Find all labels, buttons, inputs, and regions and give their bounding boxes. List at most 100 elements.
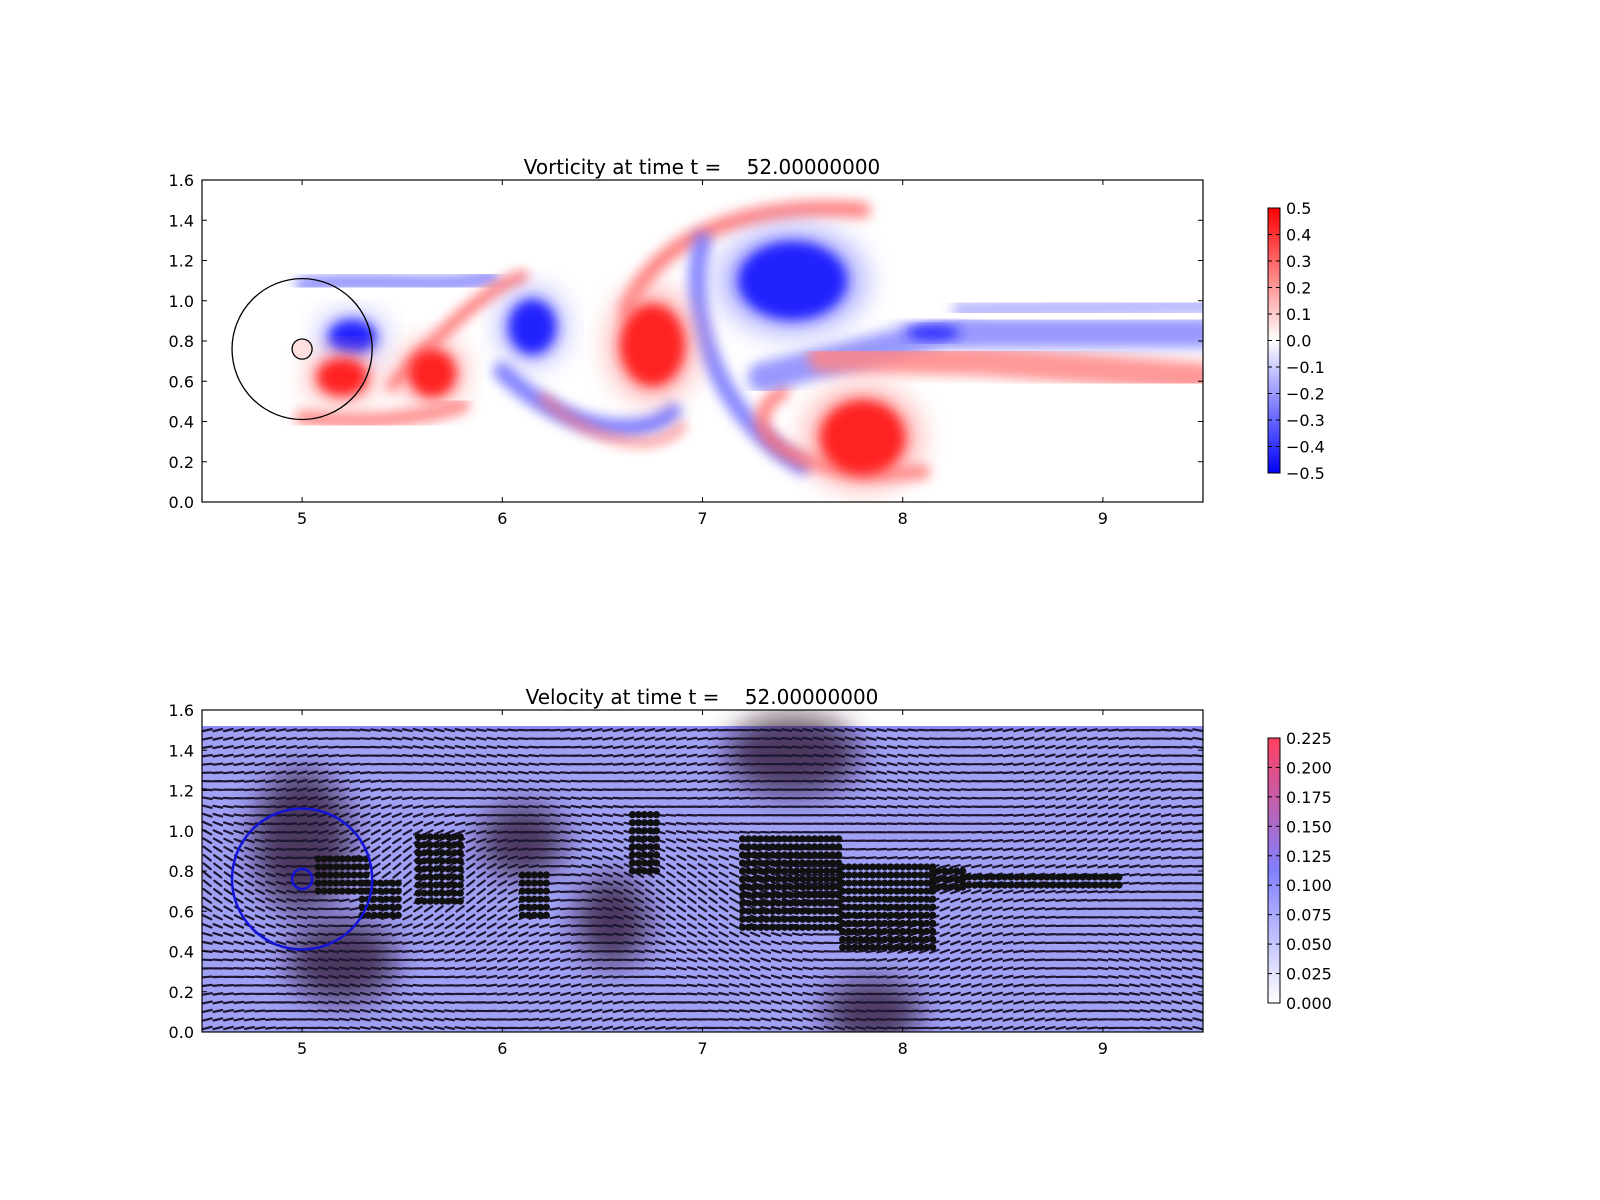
velocity-arrow bbox=[1171, 1008, 1183, 1014]
velocity-arrow bbox=[202, 788, 213, 792]
velocity-arrow bbox=[718, 745, 730, 749]
low-speed-dot bbox=[456, 833, 464, 841]
velocity-arrow bbox=[1065, 804, 1077, 810]
velocity-arrow bbox=[675, 745, 687, 750]
velocity-arrow bbox=[1002, 771, 1014, 775]
velocity-arrow bbox=[528, 940, 540, 946]
velocity-arrow bbox=[570, 957, 582, 962]
velocity-x-tick-label: 5 bbox=[297, 1039, 307, 1058]
low-speed-dot bbox=[869, 863, 877, 871]
low-speed-dot bbox=[420, 833, 428, 841]
velocity-arrow bbox=[633, 1000, 645, 1005]
velocity-arrow bbox=[718, 957, 729, 963]
velocity-arrow bbox=[1097, 924, 1109, 928]
velocity-arrow bbox=[1086, 744, 1098, 750]
velocity-arrow bbox=[528, 1009, 540, 1013]
velocity-arrow bbox=[496, 728, 508, 732]
velocity-arrow bbox=[254, 855, 266, 861]
low-speed-dot bbox=[811, 875, 819, 883]
velocity-arrow bbox=[264, 796, 277, 800]
velocity-arrow bbox=[812, 788, 824, 792]
velocity-arrow bbox=[1118, 778, 1130, 784]
velocity-arrow bbox=[286, 787, 298, 792]
velocity-arrow bbox=[317, 992, 329, 996]
velocity-arrow bbox=[507, 863, 519, 869]
velocity-arrow bbox=[296, 847, 308, 851]
velocity-arrow bbox=[1013, 805, 1025, 809]
velocity-arrow bbox=[202, 804, 213, 809]
velocity-arrow bbox=[243, 821, 255, 826]
velocity-arrow bbox=[992, 864, 1004, 869]
velocity-arrow bbox=[675, 1017, 688, 1021]
velocity-arrow bbox=[1118, 812, 1130, 818]
velocity-arrow bbox=[770, 1008, 782, 1014]
low-speed-dot bbox=[893, 919, 901, 927]
velocity-arrow bbox=[370, 745, 382, 749]
velocity-arrow bbox=[633, 958, 645, 962]
velocity-arrow bbox=[486, 728, 498, 732]
velocity-arrow bbox=[1076, 1026, 1088, 1030]
velocity-arrow bbox=[433, 940, 445, 946]
velocity-arrow bbox=[1097, 812, 1109, 818]
velocity-arrow bbox=[486, 1001, 498, 1004]
velocity-arrow bbox=[307, 762, 319, 767]
velocity-arrow bbox=[686, 957, 698, 963]
velocity-arrow bbox=[212, 949, 224, 954]
velocity-arrow bbox=[949, 1000, 961, 1005]
velocity-arrow bbox=[1192, 796, 1203, 800]
velocity-arrow bbox=[791, 1017, 803, 1022]
velocity-arrow bbox=[254, 770, 266, 775]
velocity-arrow bbox=[1160, 838, 1172, 843]
velocity-arrow bbox=[591, 796, 603, 800]
velocity-arrow bbox=[707, 838, 719, 844]
velocity-arrow bbox=[475, 821, 487, 826]
velocity-arrow bbox=[633, 931, 645, 937]
velocity-arrow bbox=[612, 813, 624, 818]
low-speed-dot bbox=[792, 907, 801, 915]
velocity-arrow bbox=[497, 948, 508, 955]
velocity-arrow bbox=[317, 949, 329, 954]
low-speed-dot bbox=[905, 871, 913, 879]
velocity-arrow bbox=[496, 745, 508, 750]
low-speed-dot bbox=[857, 871, 865, 879]
positive-vortex bbox=[820, 399, 906, 476]
velocity-arrow bbox=[275, 728, 287, 733]
low-speed-dot bbox=[358, 887, 366, 895]
velocity-arrow bbox=[1139, 983, 1151, 988]
velocity-arrow bbox=[1013, 966, 1025, 971]
vorticity-colorbar-tick-label: −0.3 bbox=[1286, 411, 1325, 430]
vorticity-colorbar: −0.5−0.4−0.3−0.2−0.10.00.10.20.30.40.5 bbox=[1267, 199, 1325, 483]
velocity-arrow bbox=[1160, 991, 1172, 997]
low-speed-dot bbox=[857, 903, 865, 911]
velocity-arrow bbox=[549, 821, 561, 826]
velocity-arrow bbox=[402, 887, 413, 896]
velocity-arrow bbox=[1065, 890, 1077, 894]
velocity-arrow bbox=[476, 846, 487, 853]
velocity-arrow bbox=[1023, 1000, 1035, 1005]
velocity-arrow bbox=[465, 1017, 477, 1022]
velocity-arrow bbox=[275, 889, 287, 895]
velocity-arrow bbox=[1044, 1009, 1056, 1013]
velocity-arrow bbox=[812, 1000, 824, 1005]
velocity-arrow bbox=[1150, 957, 1162, 963]
velocity-arrow bbox=[844, 992, 856, 996]
low-speed-dot bbox=[829, 867, 837, 875]
low-speed-dot bbox=[829, 915, 837, 923]
velocity-arrow bbox=[612, 992, 624, 996]
velocity-arrow bbox=[517, 1017, 529, 1021]
velocity-arrow bbox=[1013, 949, 1025, 954]
velocity-arrow bbox=[1086, 838, 1098, 844]
velocity-arrow bbox=[486, 863, 497, 870]
velocity-arrow bbox=[1129, 855, 1140, 860]
velocity-arrow bbox=[1192, 932, 1203, 937]
velocity-arrow bbox=[791, 754, 803, 758]
velocity-arrow bbox=[455, 905, 465, 913]
velocity-arrow bbox=[570, 966, 582, 971]
velocity-arrow bbox=[1013, 736, 1025, 741]
velocity-arrow bbox=[486, 787, 498, 792]
velocity-arrow bbox=[1023, 762, 1035, 767]
velocity-arrow bbox=[549, 991, 561, 997]
low-speed-dot bbox=[817, 915, 825, 923]
velocity-arrow bbox=[370, 812, 382, 819]
cylinder bbox=[291, 338, 313, 360]
